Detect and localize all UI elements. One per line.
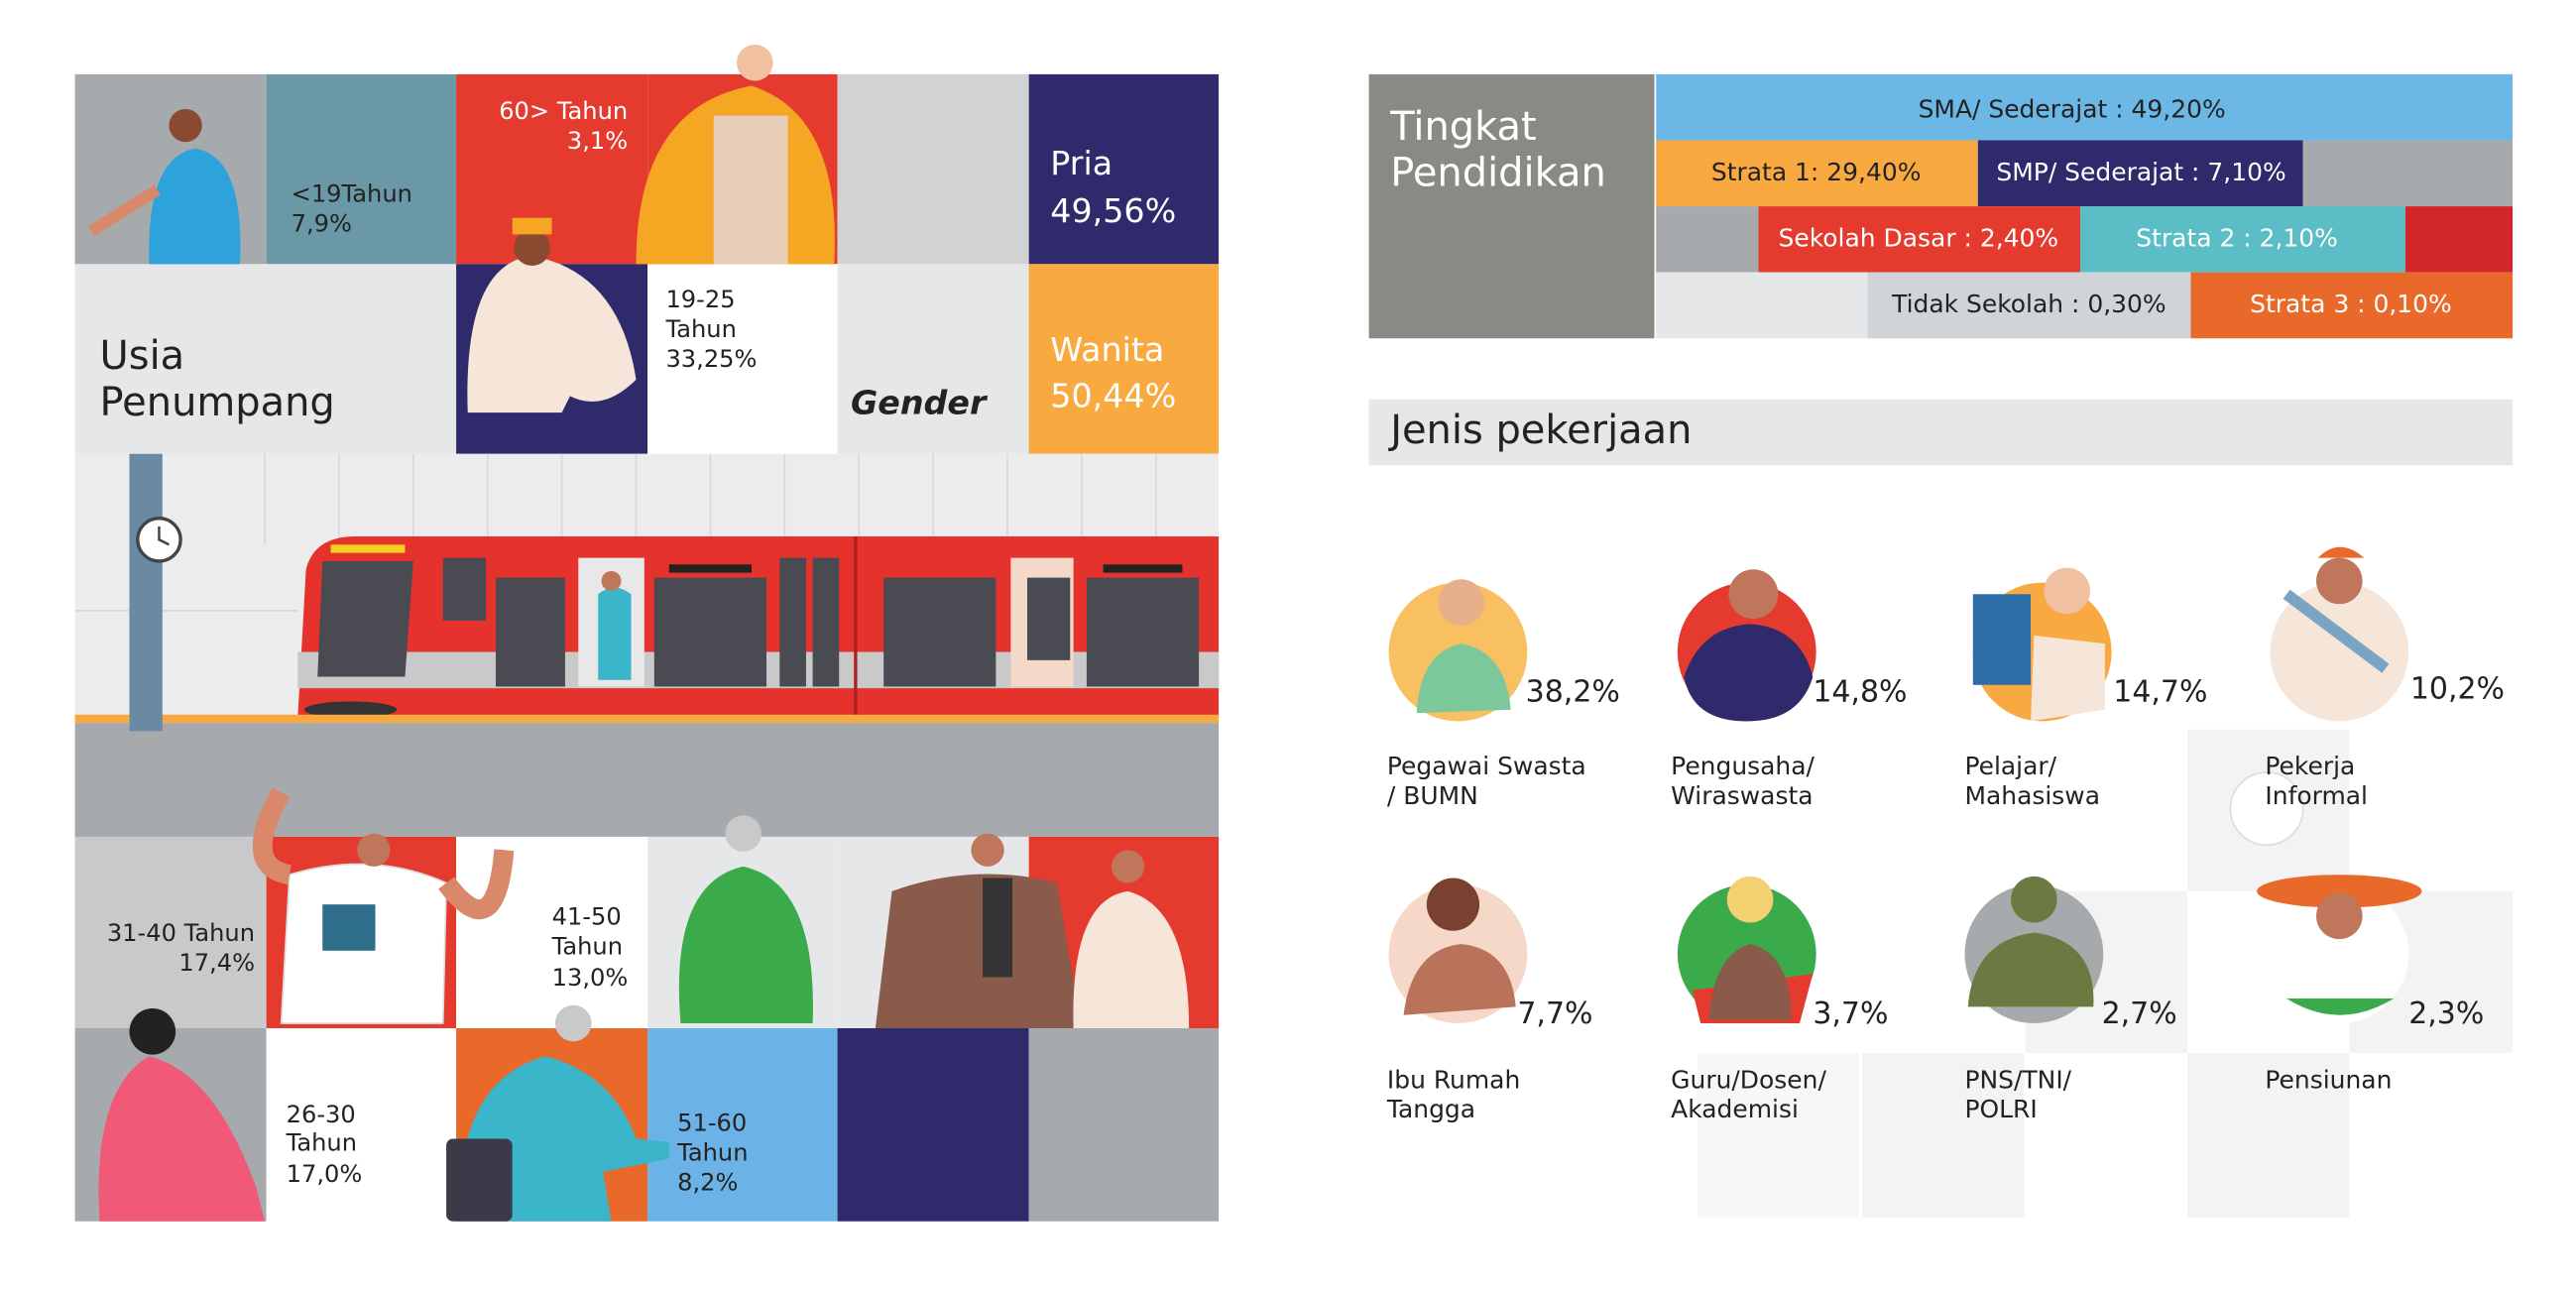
tile [1028, 1028, 1220, 1222]
edu-label: Sekolah Dasar : 2,40% [1779, 223, 2059, 252]
job-label: Akademisi [1671, 1095, 1799, 1123]
job-value: 14,8% [1813, 675, 1907, 710]
job-label: Pelajar/ [1964, 752, 2056, 780]
edu-label: Tidak Sekolah : 0,30% [1891, 290, 2166, 318]
age-texts: Usia Penumpang <19Tahun 7,9% 60> Tahun 3… [100, 97, 1177, 1196]
job-value: 14,7% [2113, 675, 2207, 710]
tile [647, 1028, 838, 1222]
age-value: 17,4% [178, 949, 255, 977]
edu-label: SMP/ Sederajat : 7,10% [1996, 158, 2285, 186]
tile [1028, 264, 1220, 454]
job-label: Pegawai Swasta [1387, 752, 1586, 780]
age-label: Tahun [286, 1129, 357, 1157]
tile [647, 264, 838, 454]
clock-hands [158, 526, 171, 546]
jobs-title: Jenis pekerjaan [1387, 408, 1692, 453]
tile [74, 264, 457, 454]
age-title: Usia [100, 333, 185, 379]
age-label: 41-50 [552, 902, 622, 930]
pillar [129, 453, 163, 732]
gender-label: Pria [1050, 144, 1112, 182]
gender-value: 49,56% [1050, 191, 1176, 230]
age-label: <19Tahun [292, 179, 412, 207]
education-title: Tingkat [1389, 104, 1536, 150]
edu-label: Strata 1: 29,40% [1711, 158, 1922, 186]
tile [266, 1028, 457, 1222]
education: Tingkat Pendidikan SMA/ Sederajat : 49,2… [1368, 73, 2514, 339]
people [88, 44, 1190, 1222]
education-title: Pendidikan [1390, 150, 1606, 195]
tile [837, 73, 1029, 265]
edu-cell [1758, 206, 2080, 273]
gender-label: Wanita [1050, 330, 1164, 369]
job-value: 2,7% [2102, 996, 2177, 1031]
education-header [1368, 73, 1655, 339]
job-icons [1388, 546, 2422, 1024]
platform [74, 723, 1220, 837]
job-label: Guru/Dosen/ [1671, 1065, 1826, 1094]
age-value: 8,2% [677, 1168, 738, 1196]
job-value: 10,2% [2410, 671, 2505, 706]
tile [1028, 73, 1220, 265]
job-label: Informal [2265, 781, 2368, 810]
age-value: 3,1% [567, 127, 628, 155]
wall-lines [74, 453, 1157, 612]
age-value: 13,0% [552, 964, 629, 992]
edu-label: Strata 3 : 0,10% [2250, 290, 2452, 318]
job-label: Pensiunan [2265, 1065, 2392, 1094]
edu-label: Strata 2 : 2,10% [2136, 223, 2338, 252]
edu-cell [2404, 206, 2514, 273]
job-value: 7,7% [1517, 996, 1592, 1031]
age-label: 19-25 [665, 286, 735, 313]
edu-cell [2190, 272, 2514, 339]
job-label: / BUMN [1387, 781, 1478, 810]
edu-cell [1867, 272, 2191, 339]
age-value: 17,0% [287, 1160, 363, 1188]
job-label: Wiraswasta [1671, 781, 1813, 810]
edu-cell [2302, 140, 2514, 207]
job-label: Ibu Rumah [1387, 1065, 1520, 1094]
gender-title: Gender [851, 383, 989, 421]
age-label: Tahun [676, 1139, 748, 1167]
edu-label: SMA/ Sederajat : 49,20% [1919, 95, 2226, 124]
edu-cell [1656, 73, 2514, 141]
age-value: 33,25% [665, 345, 757, 373]
job-label: Mahasiswa [1964, 781, 2100, 810]
age-value: 7,9% [292, 209, 352, 237]
age-label: Tahun [551, 932, 623, 960]
age-label: 51-60 [677, 1110, 747, 1137]
pattern-circle [2229, 771, 2304, 847]
job-label: Tangga [1386, 1095, 1475, 1123]
job-value: 3,7% [1813, 996, 1888, 1031]
job-label: Pengusaha/ [1671, 752, 1815, 780]
job-label: PNS/TNI/ [1964, 1065, 2071, 1094]
edu-cell [1656, 140, 1978, 207]
job-label: POLRI [1964, 1095, 2037, 1123]
age-title: Penumpang [100, 380, 335, 425]
tile [837, 264, 1029, 454]
job-value: 2,3% [2408, 996, 2484, 1031]
tile [74, 836, 267, 1029]
job-label: Pekerja [2265, 752, 2355, 780]
edu-cell [1656, 206, 1759, 273]
tile [266, 73, 457, 265]
age-label: 26-30 [287, 1101, 356, 1128]
edu-cell [2079, 206, 2405, 273]
age-label: Tahun [664, 315, 736, 343]
age-label: 60> Tahun [499, 97, 628, 125]
train [297, 535, 1220, 719]
platform-edge [74, 714, 1220, 724]
age-label: 31-40 Tahun [107, 919, 255, 947]
edu-cell [1977, 140, 2303, 207]
tile [456, 836, 648, 1029]
jobs: Jenis pekerjaan 38,2% 14,8% 14,7% 10,2% … [1368, 399, 2514, 1219]
tile [837, 1028, 1029, 1222]
gender-value: 50,44% [1050, 377, 1176, 415]
jobs-header [1368, 399, 2514, 466]
edu-cell [1656, 272, 1868, 339]
job-value: 38,2% [1526, 675, 1620, 710]
